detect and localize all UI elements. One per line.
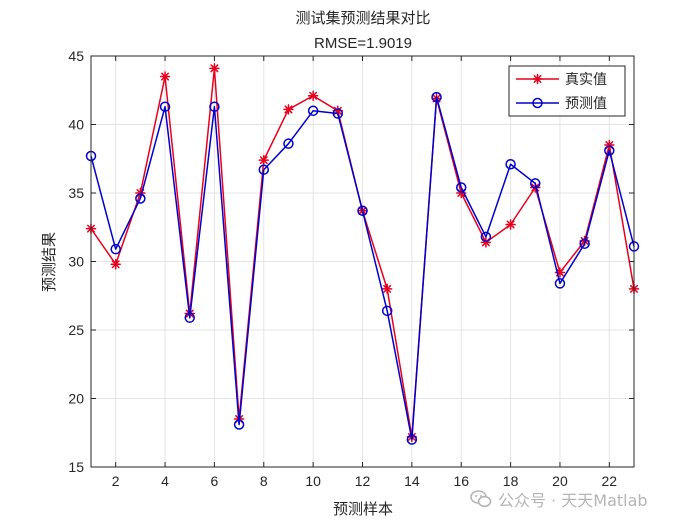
- data-point: [554, 278, 566, 289]
- y-tick-label: 45: [68, 48, 84, 64]
- y-tick-label: 40: [68, 117, 84, 133]
- legend-item: 预测值: [516, 96, 607, 112]
- x-tick-label: 2: [112, 473, 120, 489]
- x-axis-label: 预测样本: [333, 500, 393, 518]
- data-point: [505, 219, 516, 230]
- data-point: [381, 283, 393, 295]
- x-tick-label: 4: [161, 473, 169, 489]
- chart-title: 测试集预测结果对比: [295, 9, 430, 27]
- x-tick-label: 8: [260, 473, 268, 489]
- legend-item: 真实值: [516, 72, 607, 88]
- data-point: [283, 104, 294, 115]
- series-line: [90, 96, 635, 441]
- data-point: [283, 138, 294, 149]
- x-tick-label: 14: [404, 473, 420, 489]
- watermark: 公众号 · 天天Matlab: [470, 486, 648, 512]
- data-point: [532, 97, 543, 109]
- data-point: [209, 101, 220, 112]
- x-tick-label: 12: [355, 473, 371, 489]
- data-point: [307, 90, 319, 101]
- legend-label: 预测值: [565, 96, 607, 112]
- x-tick-label: 16: [453, 473, 469, 489]
- data-point: [381, 305, 393, 317]
- y-tick-label: 20: [68, 391, 84, 407]
- y-tick-label: 25: [68, 322, 84, 338]
- watermark-text: 公众号 · 天天Matlab: [498, 491, 648, 510]
- data-point: [258, 164, 270, 175]
- series-2: [85, 91, 640, 445]
- data-point: [307, 105, 319, 117]
- y-tick-label: 15: [68, 459, 84, 475]
- x-tick-label: 18: [503, 473, 519, 489]
- chart-subtitle: RMSE=1.9019: [314, 35, 412, 52]
- x-tick-label: 6: [211, 473, 219, 489]
- y-tick-label: 35: [68, 185, 84, 201]
- data-point: [184, 312, 195, 323]
- data-point: [431, 91, 442, 103]
- data-point: [332, 108, 344, 119]
- data-point: [505, 158, 516, 170]
- axes: [90, 55, 635, 468]
- data-point: [110, 258, 121, 270]
- data-point: [159, 101, 171, 112]
- data-point: [480, 231, 492, 243]
- data-point: [532, 73, 543, 85]
- legend-box: [508, 65, 626, 117]
- data-point: [209, 63, 220, 74]
- data-point: [233, 419, 245, 430]
- x-tick-label: 10: [305, 473, 321, 489]
- y-axis-label: 预测结果: [40, 232, 58, 292]
- data-point: [135, 193, 146, 204]
- data-point: [455, 182, 467, 193]
- x-tick-label: 22: [602, 473, 618, 489]
- y-tick-label: 30: [68, 254, 84, 270]
- data-point: [159, 71, 171, 82]
- grid-lines: [91, 55, 634, 468]
- x-tick-label: 20: [552, 473, 568, 489]
- data-point: [110, 243, 121, 255]
- data-point: [604, 145, 615, 156]
- legend-label: 真实值: [565, 72, 607, 88]
- series-layer: [85, 63, 640, 445]
- tick-labels: 2 4 6 8 10 12 14 16 18 20 22 15 20 25 30 35 40 45: [68, 48, 617, 489]
- data-point: [530, 178, 541, 189]
- data-point: [579, 238, 590, 249]
- data-point: [258, 154, 270, 166]
- data-point: [357, 205, 368, 217]
- data-point: [406, 434, 418, 445]
- wechat-icon: [470, 490, 492, 508]
